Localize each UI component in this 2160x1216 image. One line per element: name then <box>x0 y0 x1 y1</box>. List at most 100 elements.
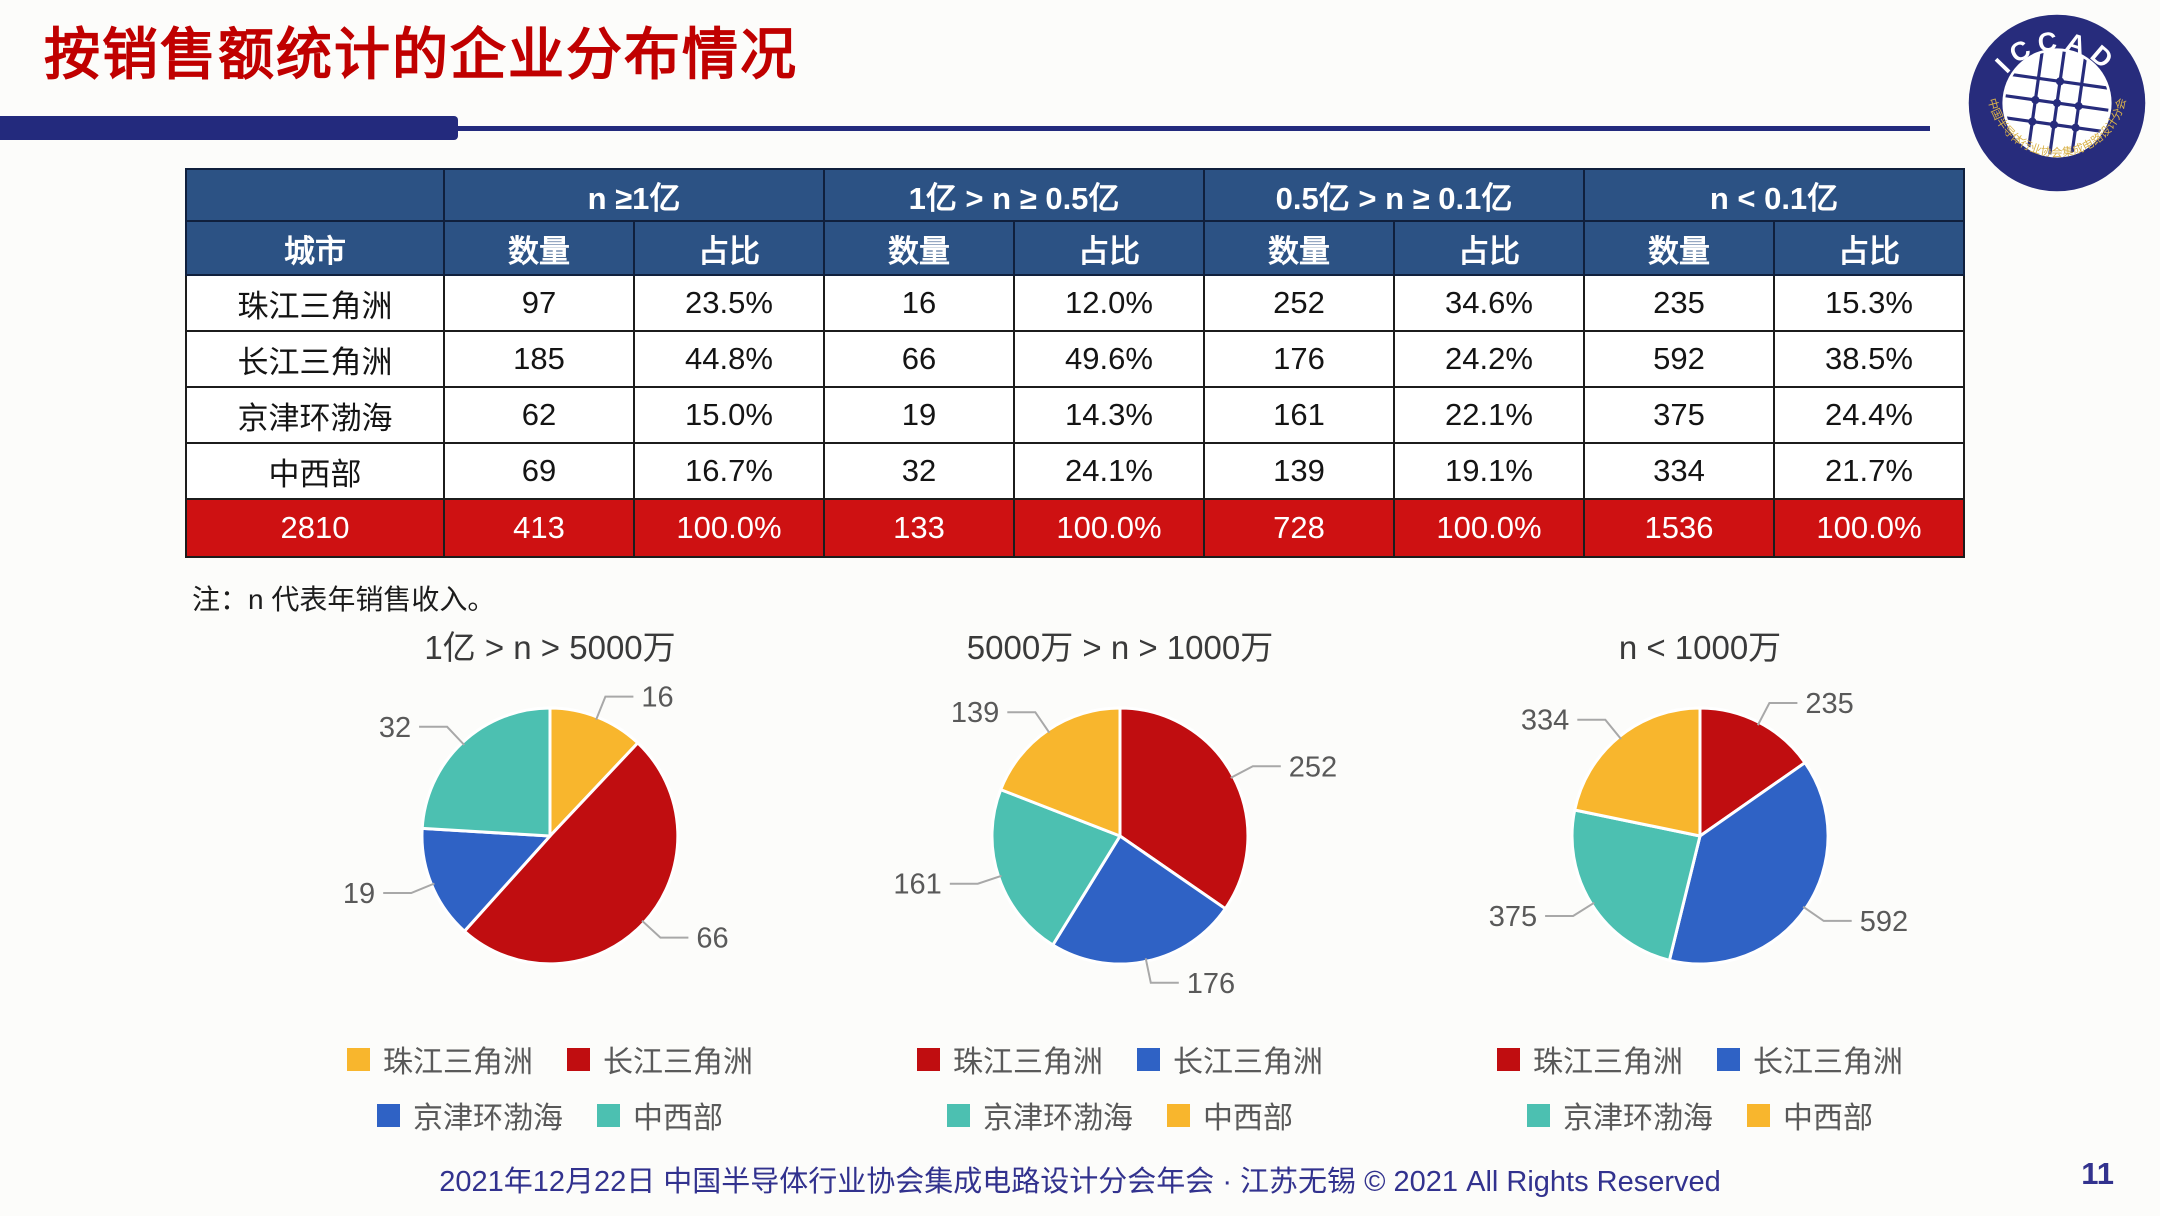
pie-chart-1: 1亿 > n > 5000万 16 66 19 32 珠江三角洲 长江三角洲 京津环渤海 中西部 <box>230 622 870 1137</box>
slice-value-label: 16 <box>641 682 673 714</box>
legend-swatch <box>1527 1103 1550 1127</box>
slice-leader-line <box>1545 901 1595 917</box>
legend-label: 长江三角洲 <box>1173 1046 1323 1079</box>
legend-row: 珠江三角洲 长江三角洲 <box>347 1037 753 1081</box>
table-row-city: 中西部 <box>185 442 445 500</box>
legend-item: 珠江三角洲 <box>347 1037 533 1081</box>
legend-swatch <box>347 1047 370 1071</box>
table-row-city: 长江三角洲 <box>185 330 445 388</box>
legend-item: 中西部 <box>1747 1093 1873 1137</box>
table-total-row: 2810 413 100.0% 133 100.0% 728 100.0% 1536 100.0… <box>185 498 1965 558</box>
legend-swatch <box>1747 1103 1770 1127</box>
slice-leader-line <box>1802 905 1852 922</box>
slice-leader-line <box>949 874 1002 885</box>
table-cell: 34.6% <box>1393 274 1585 332</box>
slice-leader-line <box>419 725 466 746</box>
chart-title: 5000万 > n > 1000万 <box>966 629 1274 666</box>
legend-swatch <box>947 1103 970 1127</box>
slice-leader-line <box>1577 718 1622 740</box>
slice-leader-line <box>1756 702 1798 726</box>
page-title: 按销售额统计的企业分布情况 <box>44 23 798 86</box>
slice-value-label: 176 <box>1187 968 1235 1000</box>
legend-label: 京津环渤海 <box>983 1102 1133 1135</box>
logo-grid-dots <box>2028 77 2083 132</box>
table-cell: 14.3% <box>1013 386 1205 444</box>
table-cell: 19.1% <box>1393 442 1585 500</box>
table-row-city: 京津环渤海 <box>185 386 445 444</box>
table-group-header-row: n ≥1亿 1亿 > n ≥ 0.5亿 0.5亿 > n ≥ 0.1亿 n < 0.1… <box>185 168 1965 222</box>
table-cell: 16.7% <box>633 442 825 500</box>
table-cell: 62 <box>443 386 635 444</box>
slice-value-label: 235 <box>1805 688 1853 720</box>
table-cell: 24.4% <box>1773 386 1965 444</box>
pie-chart-2: 5000万 > n > 1000万 252 176 161 139 珠江三角洲 长江三角洲京… <box>800 622 1440 1137</box>
table-cell: 44.8% <box>633 330 825 388</box>
table-row: 中西部 69 16.7% 32 24.1% 139 19.1% 334 21.7% <box>185 442 1965 500</box>
legend-item: 京津环渤海 <box>377 1093 563 1137</box>
table-subheader: 数量 <box>823 220 1015 276</box>
slice-value-label: 19 <box>343 878 375 910</box>
legend-item: 中西部 <box>597 1093 723 1137</box>
pie-svg-3: 235 592 375 334 <box>1489 688 1908 966</box>
legend-label: 长江三角洲 <box>1753 1046 1903 1079</box>
pie-chart-3: n < 1000万 235 592 375 334 珠江三角洲 长江三角洲 京津环渤海 中西部 <box>1380 622 2020 1137</box>
pie-svg-1: 16 66 19 32 <box>343 682 729 966</box>
chart-title: 1亿 > n > 5000万 <box>424 629 676 666</box>
legend-item: 中西部 <box>1167 1093 1293 1137</box>
table-cell: 375 <box>1583 386 1775 444</box>
table-cell: 66 <box>823 330 1015 388</box>
table-cell: 235 <box>1583 274 1775 332</box>
legend-swatch <box>1497 1047 1520 1071</box>
chart-legend-2: 珠江三角洲 长江三角洲京津环渤海 中西部 <box>800 1037 1440 1137</box>
legend-label: 中西部 <box>1783 1102 1873 1135</box>
table-total-city: 2810 <box>185 498 445 558</box>
table-cell: 38.5% <box>1773 330 1965 388</box>
table-total-cell: 100.0% <box>1393 498 1585 558</box>
legend-label: 珠江三角洲 <box>1533 1046 1683 1079</box>
table-cell: 97 <box>443 274 635 332</box>
slice-value-label: 592 <box>1860 906 1908 938</box>
title-accent-line <box>458 126 1930 131</box>
page-number: 11 <box>2081 1156 2114 1191</box>
slice-value-label: 161 <box>893 869 941 901</box>
table-subheader: 占比 <box>633 220 825 276</box>
legend-row: 京津环渤海 中西部 <box>377 1093 723 1137</box>
chart-legend-1: 珠江三角洲 长江三角洲 京津环渤海 中西部 <box>230 1037 870 1137</box>
table-subheader: 数量 <box>443 220 635 276</box>
table-total-cell: 413 <box>443 498 635 558</box>
legend-item: 京津环渤海 <box>947 1093 1133 1137</box>
table-subheader: 占比 <box>1393 220 1585 276</box>
legend-item: 珠江三角洲 <box>1497 1037 1683 1081</box>
legend-item: 长江三角洲 <box>1717 1037 1903 1081</box>
legend-row: 京津环渤海 中西部 <box>1527 1093 1873 1137</box>
table-row: 珠江三角洲 97 23.5% 16 12.0% 252 34.6% 235 15.3% <box>185 274 1965 332</box>
table-group-header: 0.5亿 > n ≥ 0.1亿 <box>1203 168 1585 222</box>
table-cell: 24.1% <box>1013 442 1205 500</box>
legend-item: 珠江三角洲 <box>917 1037 1103 1081</box>
chart-title: n < 1000万 <box>1618 629 1782 666</box>
table-subheader: 数量 <box>1203 220 1395 276</box>
table-cell: 69 <box>443 442 635 500</box>
table-cell: 22.1% <box>1393 386 1585 444</box>
table-cell: 19 <box>823 386 1015 444</box>
legend-item: 京津环渤海 <box>1527 1093 1713 1137</box>
pie-svg-2: 252 176 161 139 <box>893 697 1337 1000</box>
legend-swatch <box>917 1047 940 1071</box>
table-cell: 252 <box>1203 274 1395 332</box>
slice-leader-line <box>1230 765 1281 779</box>
table-cell: 334 <box>1583 442 1775 500</box>
legend-swatch <box>597 1103 620 1127</box>
table-cell: 16 <box>823 274 1015 332</box>
sales-distribution-table: n ≥1亿 1亿 > n ≥ 0.5亿 0.5亿 > n ≥ 0.1亿 n < 0.1… <box>185 168 1965 558</box>
footer-text: 2021年12月22日 中国半导体行业协会集成电路设计分会年会 · 江苏无锡 ©… <box>439 1166 1721 1198</box>
table-total-cell: 728 <box>1203 498 1395 558</box>
table-group-header: n < 0.1亿 <box>1583 168 1965 222</box>
legend-swatch <box>1137 1047 1160 1071</box>
slice-value-label: 334 <box>1521 705 1569 737</box>
legend-label: 珠江三角洲 <box>953 1046 1103 1079</box>
table-cell: 139 <box>1203 442 1395 500</box>
table-total-cell: 1536 <box>1583 498 1775 558</box>
legend-row: 京津环渤海 中西部 <box>947 1093 1293 1137</box>
table-subheader-row: 城市 数量 占比 数量 占比 数量 占比 数量 占比 <box>185 220 1965 276</box>
